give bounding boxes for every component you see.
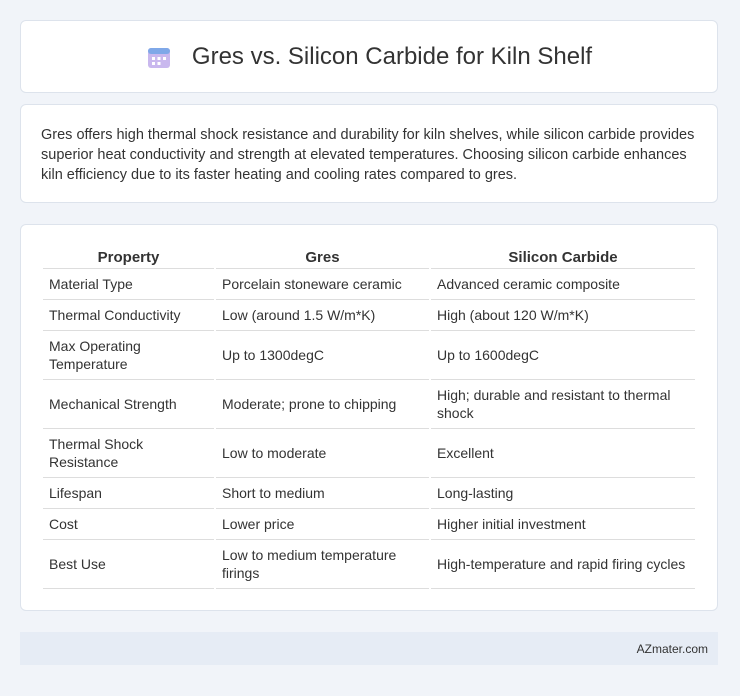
table-row: Lifespan Short to medium Long-lasting — [43, 478, 695, 509]
table-cell: High (about 120 W/m*K) — [431, 300, 695, 331]
intro: Gres offers high thermal shock resistanc… — [20, 104, 718, 203]
table-cell: High; durable and resistant to thermal s… — [431, 380, 695, 429]
table-header: Property — [43, 245, 214, 269]
table-cell: Up to 1600degC — [431, 331, 695, 380]
table-cell: Lower price — [216, 509, 429, 540]
table-cell: Up to 1300degC — [216, 331, 429, 380]
table-row: Max Operating Temperature Up to 1300degC U… — [43, 331, 695, 380]
table-cell: Mechanical Strength — [43, 380, 214, 429]
table-cell: Best Use — [43, 540, 214, 589]
table-cell: Lifespan — [43, 478, 214, 509]
table-row: Best Use Low to medium temperature firing… — [43, 540, 695, 589]
table-cell: Material Type — [43, 269, 214, 300]
table-cell: Long-lasting — [431, 478, 695, 509]
table-card: Property Gres Silicon Carbide Material Type… — [20, 224, 718, 611]
title: Gres vs. Silicon Carbide for Kiln Shelf — [191, 42, 593, 70]
table-cell: Max Operating Temperature — [43, 331, 214, 380]
table-cell: Low to medium temperature firings — [216, 540, 429, 589]
table-cell: Short to medium — [216, 478, 429, 509]
table-cell: Low to moderate — [216, 429, 429, 478]
table-cell: Advanced ceramic composite — [431, 269, 695, 300]
header: Gres vs. Silicon Carbide for Kiln Shelf — [20, 20, 718, 93]
table-header: Gres — [216, 245, 429, 269]
table-row: Material Type Porcelain stoneware ceramic… — [43, 269, 695, 300]
table-cell: Porcelain stoneware ceramic — [216, 269, 429, 300]
table-cell: Excellent — [431, 429, 695, 478]
calendar-icon — [147, 47, 170, 68]
table-cell: High-temperature and rapid firing cycles — [431, 540, 695, 589]
table-cell: Cost — [43, 509, 214, 540]
table-cell: Thermal Shock Resistance — [43, 429, 214, 478]
table-row: Mechanical Strength Moderate; prone to ch… — [43, 380, 695, 429]
table-header: Silicon Carbide — [431, 245, 695, 269]
table-cell: Moderate; prone to chipping — [216, 380, 429, 429]
footer: AZmater.com — [20, 632, 718, 665]
table-cell: Low (around 1.5 W/m*K) — [216, 300, 429, 331]
table-row: Thermal Shock Resistance Low to moderate E… — [43, 429, 695, 478]
table-cell: Higher initial investment — [431, 509, 695, 540]
table-cell: Thermal Conductivity — [43, 300, 214, 331]
table-row: Cost Lower price Higher initial investment — [43, 509, 695, 540]
table-row: Thermal Conductivity Low (around 1.5 W/m*… — [43, 300, 695, 331]
comparison-table: Property Gres Silicon Carbide Material Type… — [41, 245, 697, 589]
